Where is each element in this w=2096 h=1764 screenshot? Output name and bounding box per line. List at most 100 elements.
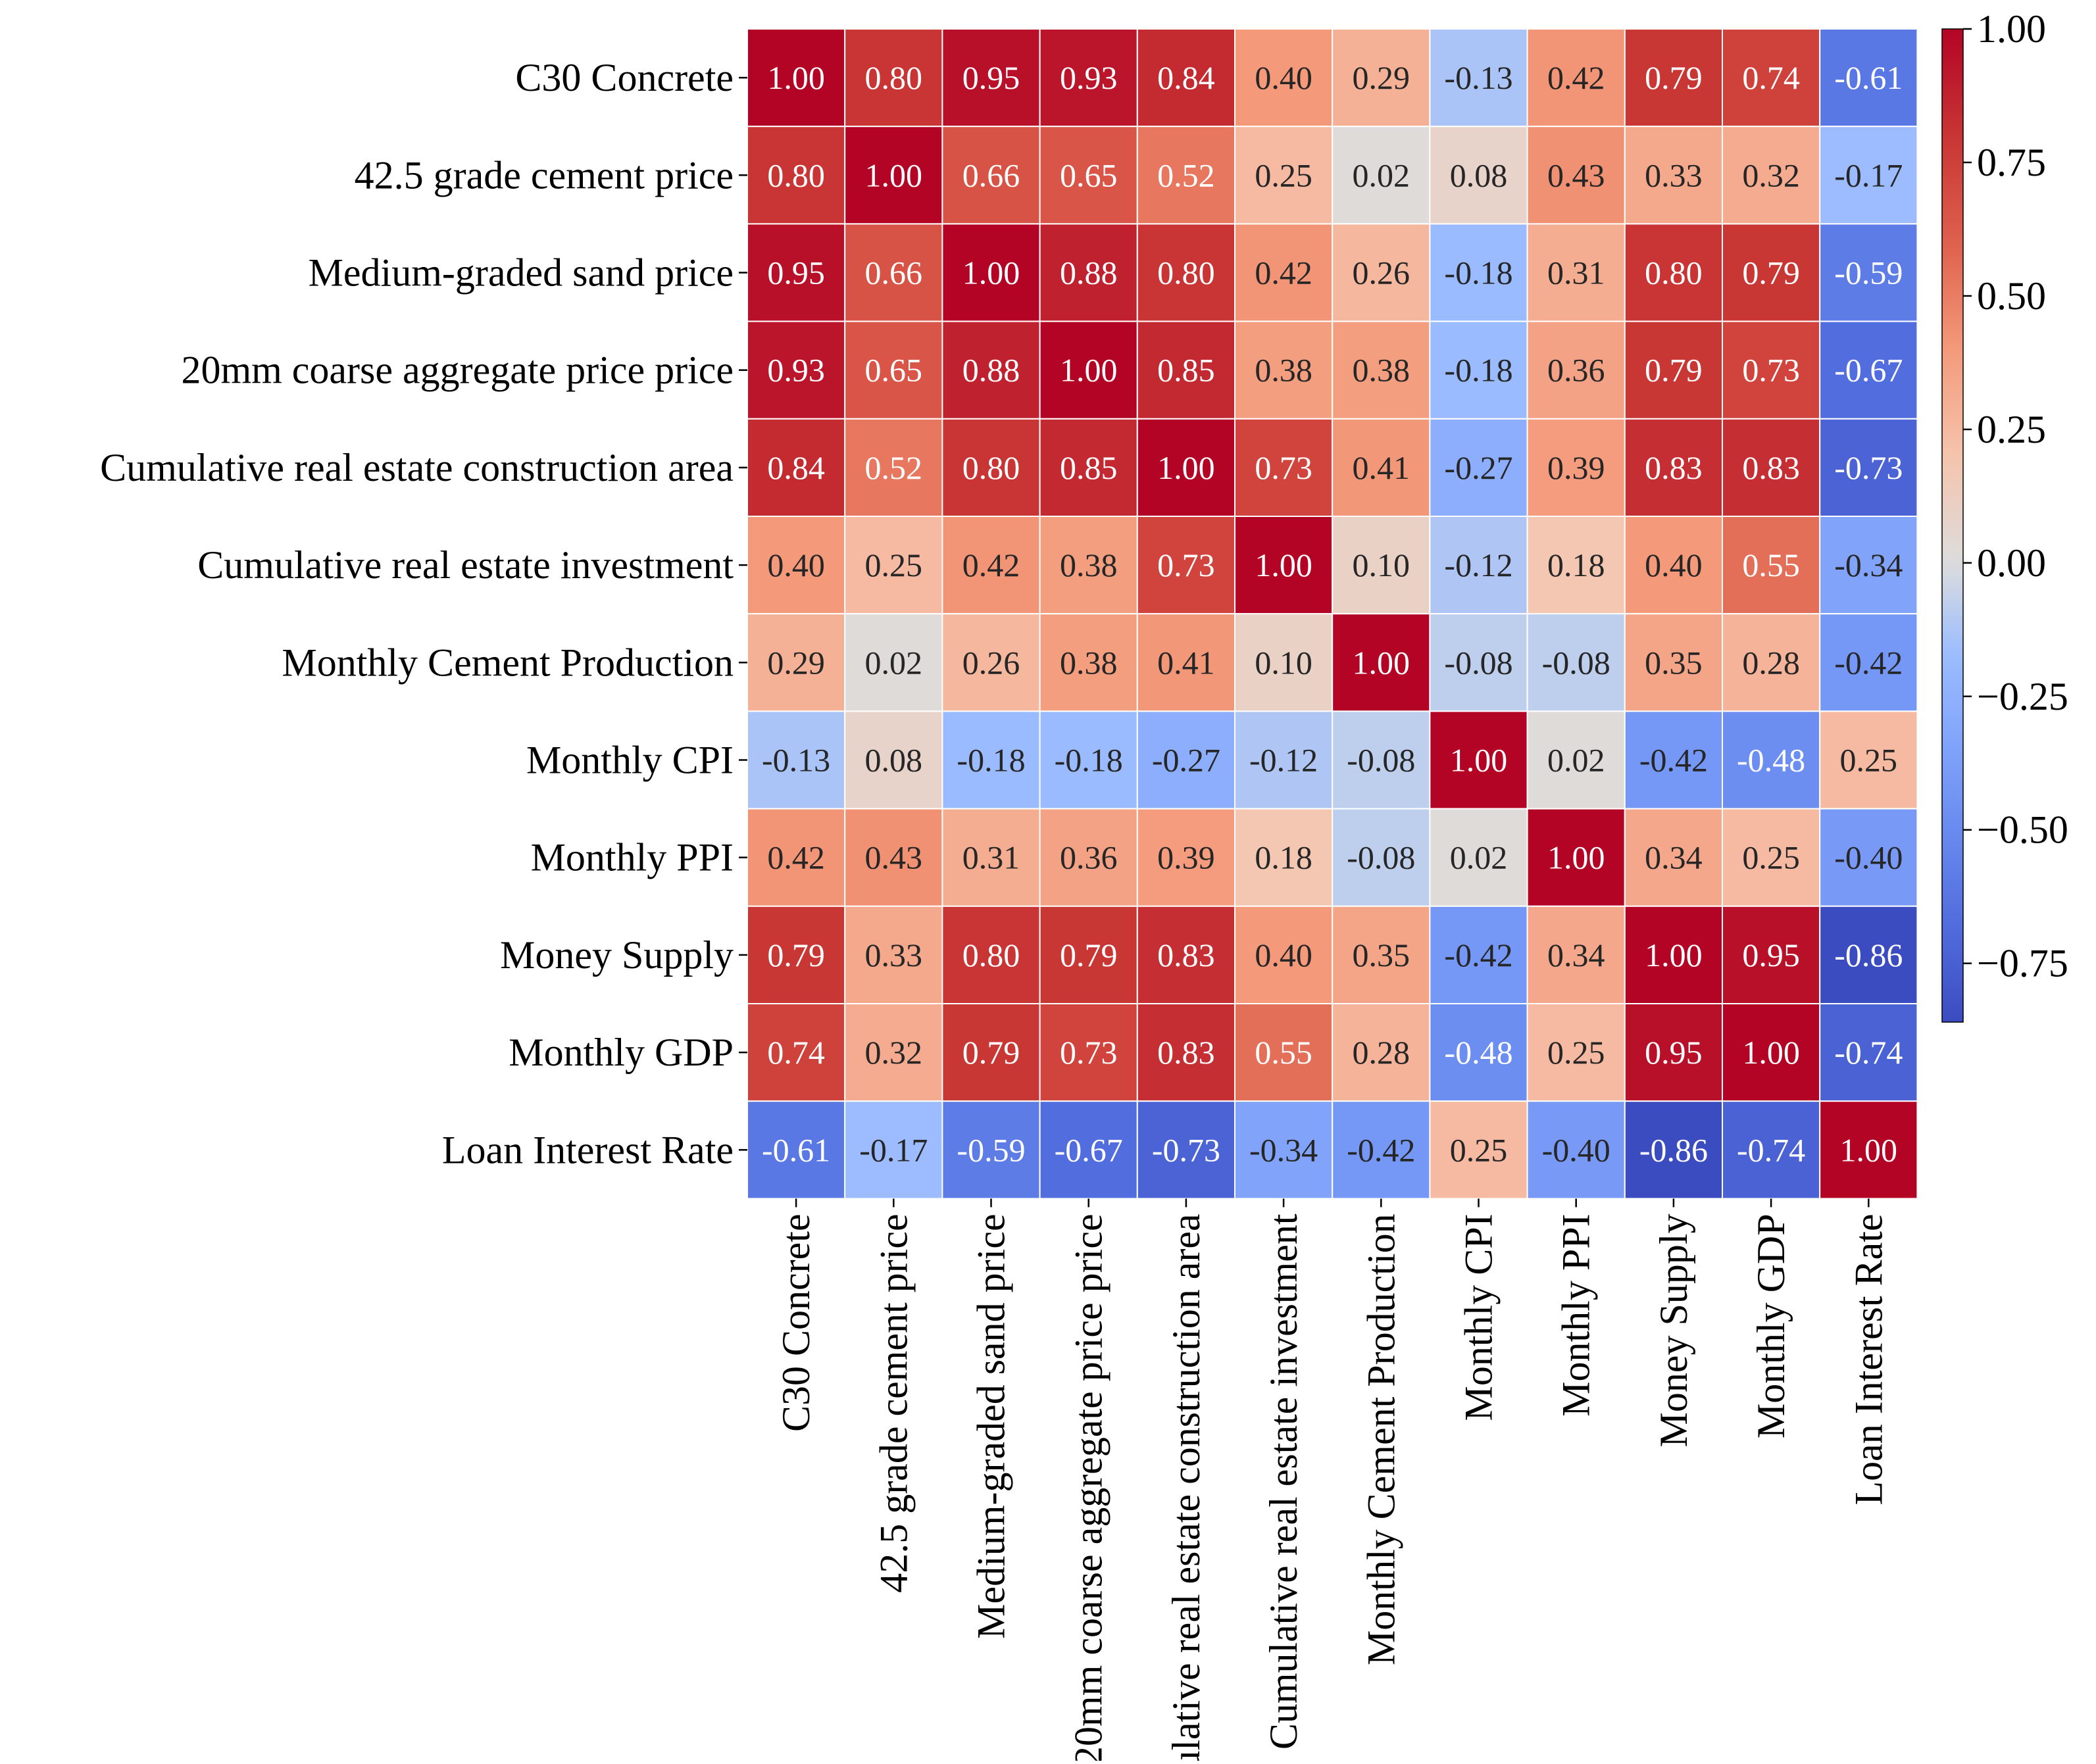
heatmap-cell-1-4 xyxy=(1136,126,1236,225)
heatmap-cell-8-7 xyxy=(1429,808,1528,907)
cell-value-5-3: 0.38 xyxy=(1060,547,1118,583)
cell-value-3-3: 1.00 xyxy=(1060,352,1118,389)
heatmap-cell-3-0 xyxy=(747,320,846,420)
heatmap-cell-6-10 xyxy=(1722,613,1821,712)
cell-value-10-10: 1.00 xyxy=(1742,1034,1800,1071)
cell-value-7-2: -0.18 xyxy=(957,742,1025,779)
cell-value-10-1: 0.32 xyxy=(865,1034,923,1071)
cell-value-5-10: 0.55 xyxy=(1742,547,1800,583)
cell-value-5-5: 1.00 xyxy=(1255,547,1312,583)
cell-value-8-2: 0.31 xyxy=(962,839,1020,876)
cell-value-8-0: 0.42 xyxy=(767,839,825,876)
cell-value-6-7: -0.08 xyxy=(1444,644,1512,681)
heatmap-cell-0-5 xyxy=(1234,28,1334,128)
heatmap-cell-10-2 xyxy=(941,1003,1041,1102)
cell-value-3-4: 0.85 xyxy=(1157,352,1215,389)
heatmap-cell-6-5 xyxy=(1234,613,1334,712)
cell-value-2-3: 0.88 xyxy=(1060,255,1118,291)
heatmap-cell-3-5 xyxy=(1234,320,1334,420)
cell-value-10-4: 0.83 xyxy=(1157,1034,1215,1071)
cell-value-10-2: 0.79 xyxy=(962,1034,1020,1071)
x-tick-label-7: Monthly CPI xyxy=(1457,1213,1501,1421)
x-axis: C30 Concrete 42.5 grade cement price Mediu… xyxy=(774,1198,1890,1764)
heatmap-cell-7-10 xyxy=(1722,710,1821,810)
cell-value-2-9: 0.80 xyxy=(1645,255,1703,291)
cell-value-2-11: -0.59 xyxy=(1834,255,1903,291)
cell-value-11-1: -0.17 xyxy=(859,1131,928,1168)
cell-value-4-1: 0.52 xyxy=(865,449,923,486)
heatmap-cell-1-1 xyxy=(844,126,943,225)
cell-value-3-8: 0.36 xyxy=(1547,352,1605,389)
cell-value-0-8: 0.42 xyxy=(1547,59,1605,96)
heatmap-cell-4-6 xyxy=(1332,418,1431,517)
cell-value-2-6: 0.26 xyxy=(1353,255,1410,291)
cell-value-9-10: 0.95 xyxy=(1742,937,1800,973)
cell-value-10-6: 0.28 xyxy=(1353,1034,1410,1071)
cell-value-9-9: 1.00 xyxy=(1645,937,1703,973)
cell-value-5-6: 0.10 xyxy=(1353,547,1410,583)
cell-value-11-8: -0.40 xyxy=(1542,1131,1610,1168)
x-tick-label-9: Money Supply xyxy=(1652,1213,1695,1447)
cell-value-1-3: 0.65 xyxy=(1060,157,1118,193)
cell-value-7-6: -0.08 xyxy=(1347,742,1415,779)
cell-value-4-11: -0.73 xyxy=(1834,449,1903,486)
heatmap-cell-1-8 xyxy=(1526,126,1626,225)
cell-value-5-8: 0.18 xyxy=(1547,547,1605,583)
heatmap-cell-7-11 xyxy=(1819,710,1918,810)
heatmap-cell-10-5 xyxy=(1234,1003,1334,1102)
heatmap-cell-3-2 xyxy=(941,320,1041,420)
heatmap-cell-11-1 xyxy=(844,1100,943,1200)
x-tick-label-0: C30 Concrete xyxy=(774,1213,818,1432)
cell-value-3-10: 0.73 xyxy=(1742,352,1800,389)
heatmap-cell-6-9 xyxy=(1624,613,1724,712)
heatmap-cell-9-7 xyxy=(1429,905,1528,1005)
cell-value-4-9: 0.83 xyxy=(1645,449,1703,486)
cell-value-10-7: -0.48 xyxy=(1444,1034,1512,1071)
cell-value-1-2: 0.66 xyxy=(962,157,1020,193)
heatmap-cell-7-9 xyxy=(1624,710,1724,810)
cell-value-0-11: -0.61 xyxy=(1834,59,1903,96)
heatmap-cell-9-11 xyxy=(1819,905,1918,1005)
heatmap-cell-2-3 xyxy=(1039,223,1138,322)
cell-value-7-10: -0.48 xyxy=(1737,742,1805,779)
cell-value-4-0: 0.84 xyxy=(767,449,825,486)
cell-value-10-3: 0.73 xyxy=(1060,1034,1118,1071)
heatmap-cell-11-5 xyxy=(1234,1100,1334,1200)
cell-value-8-11: -0.40 xyxy=(1834,839,1903,876)
cell-value-9-0: 0.79 xyxy=(767,937,825,973)
x-tick-label-2: Medium-graded sand price xyxy=(970,1213,1013,1638)
cell-value-2-0: 0.95 xyxy=(767,255,825,291)
heatmap-cell-9-9 xyxy=(1624,905,1724,1005)
cell-value-1-8: 0.43 xyxy=(1547,157,1605,193)
colorbar-outline xyxy=(1941,28,1964,1023)
heatmap-cell-6-6 xyxy=(1332,613,1431,712)
cell-value-4-4: 1.00 xyxy=(1157,449,1215,486)
heatmap-cell-4-2 xyxy=(941,418,1041,517)
cell-value-2-1: 0.66 xyxy=(865,255,923,291)
cell-value-3-2: 0.88 xyxy=(962,352,1020,389)
heatmap-cell-2-10 xyxy=(1722,223,1821,322)
y-tick-label-1: 42.5 grade cement price xyxy=(355,153,734,197)
heatmap-cell-5-9 xyxy=(1624,516,1724,615)
cell-value-6-8: -0.08 xyxy=(1542,644,1610,681)
heatmap-cell-6-2 xyxy=(941,613,1041,712)
cell-value-3-7: -0.18 xyxy=(1444,352,1512,389)
cell-value-0-3: 0.93 xyxy=(1060,59,1118,96)
y-tick-label-10: Monthly GDP xyxy=(509,1031,734,1074)
heatmap-cell-10-1 xyxy=(844,1003,943,1102)
heatmap-cell-7-6 xyxy=(1332,710,1431,810)
heatmap-cell-0-3 xyxy=(1039,28,1138,128)
cell-value-3-11: -0.67 xyxy=(1834,352,1903,389)
x-tick-label-4: Cumulative real estate construction area xyxy=(1164,1213,1208,1761)
heatmap-cell-0-7 xyxy=(1429,28,1528,128)
heatmap-cell-5-11 xyxy=(1819,516,1918,615)
cell-value-7-8: 0.02 xyxy=(1547,742,1605,779)
heatmap-cell-2-4 xyxy=(1136,223,1236,322)
cell-value-2-7: -0.18 xyxy=(1444,255,1512,291)
cell-value-3-1: 0.65 xyxy=(865,352,923,389)
cell-value-0-9: 0.79 xyxy=(1645,59,1703,96)
heatmap-cell-0-0 xyxy=(747,28,846,128)
heatmap-cell-6-11 xyxy=(1819,613,1918,712)
